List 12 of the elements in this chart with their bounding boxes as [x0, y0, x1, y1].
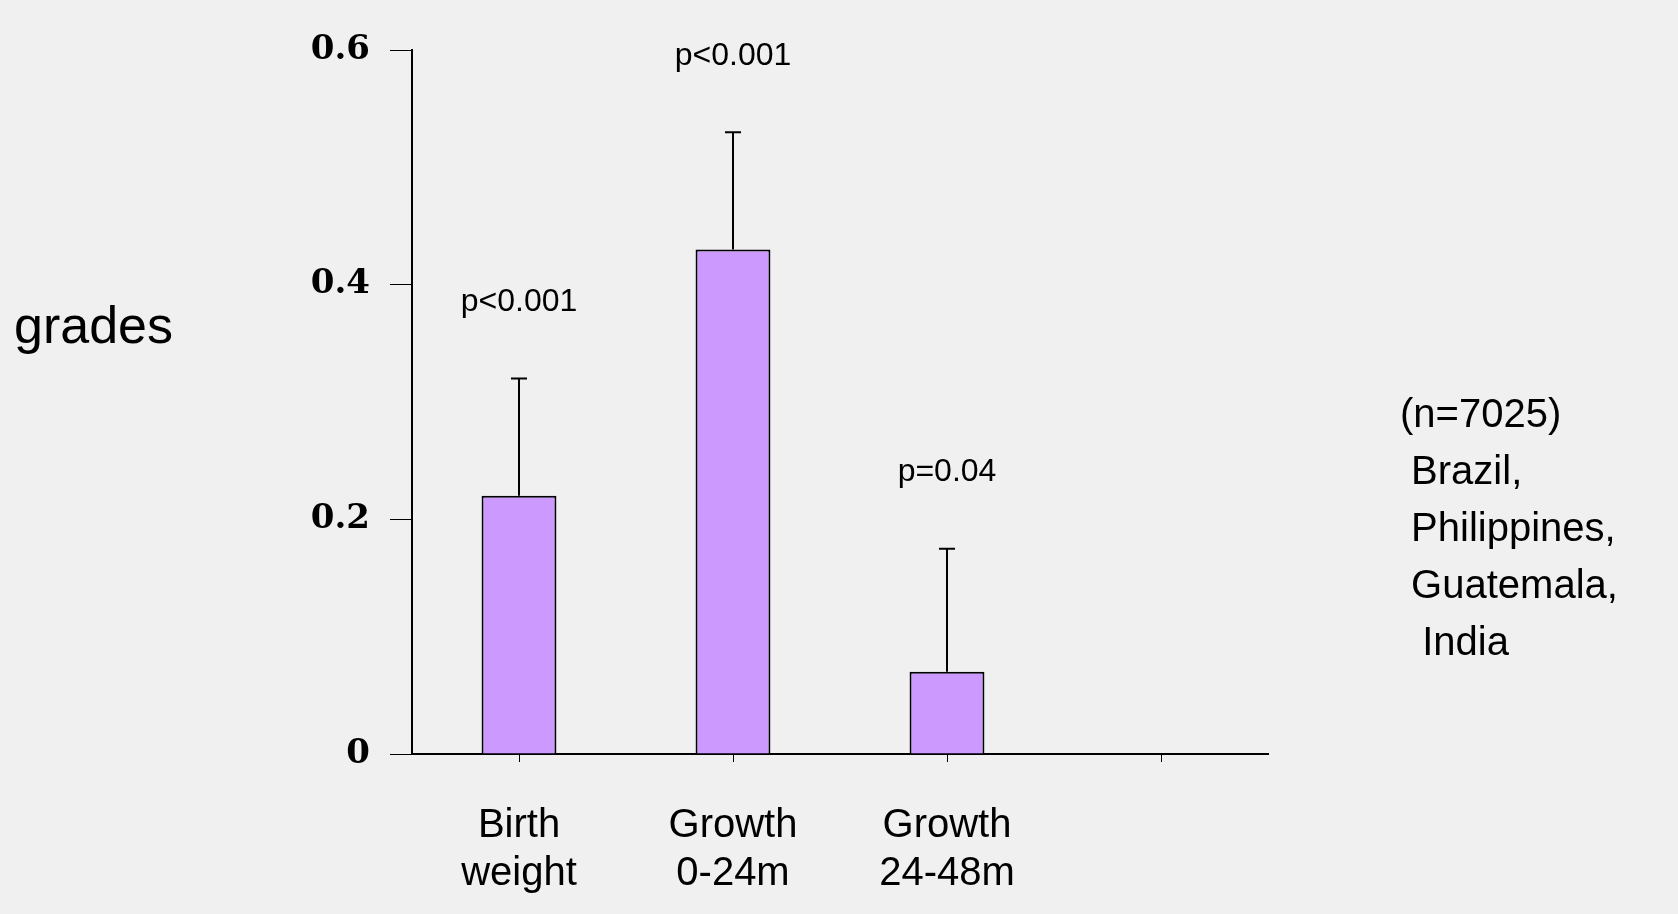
y-tick-label: 0 — [346, 730, 370, 771]
annotation: p=0.04 — [897, 452, 997, 489]
x-tick-label: Growth 0-24m — [668, 801, 798, 894]
y-tick-label: 0.4 — [310, 261, 370, 302]
y-axis-title: grades — [14, 295, 173, 355]
x-tick-label: Growth 24-48m — [879, 801, 1015, 894]
annotation: p<0.001 — [460, 282, 578, 319]
x-tick-label: Birth weight — [460, 801, 577, 894]
y-tick-label: 0.6 — [310, 26, 370, 67]
y-tick-label: 0.2 — [310, 496, 370, 537]
annotation: p<0.001 — [674, 35, 792, 72]
text: (n=7025) Brazil, Philippines, Guatemala, India — [1400, 390, 1618, 665]
